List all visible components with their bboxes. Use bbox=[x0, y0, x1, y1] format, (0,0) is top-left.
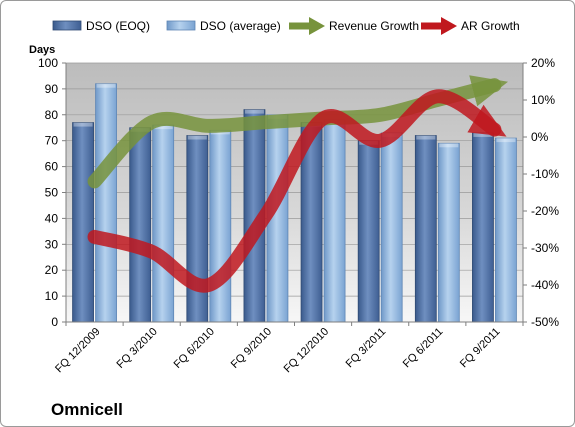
y-tick-label: 60 bbox=[45, 160, 59, 174]
legend-revenue-growth: Revenue Growth bbox=[289, 17, 419, 35]
bar-top-highlight bbox=[416, 135, 436, 140]
legend: DSO (EOQ) DSO (average) Revenue Growth AR G… bbox=[52, 17, 520, 35]
y-tick-label: 30 bbox=[45, 237, 59, 251]
y2-tick-label: -50% bbox=[531, 315, 559, 329]
bar-dso-eoq bbox=[129, 127, 152, 323]
x-tick-label: FQ 6/2011 bbox=[401, 326, 446, 371]
legend-dso-average: DSO (average) bbox=[166, 19, 281, 33]
x-tick-label: FQ 9/2011 bbox=[458, 326, 503, 371]
bar-top-highlight bbox=[153, 125, 173, 130]
y-tick-label: 90 bbox=[45, 82, 59, 96]
bar-dso-average bbox=[95, 83, 117, 323]
bar-dso-eoq bbox=[72, 122, 94, 323]
bar-dso-eoq bbox=[472, 132, 494, 323]
growth-lines bbox=[87, 75, 508, 293]
bar-dso-eoq bbox=[186, 135, 209, 323]
y2-tick-label: 20% bbox=[531, 56, 555, 70]
x-tick-label: FQ 9/2010 bbox=[229, 326, 274, 371]
right-axis-ticks: -50% -40% -30% -20% -10% 0% 10% 20% bbox=[531, 56, 559, 329]
bar-top-highlight bbox=[96, 83, 116, 88]
legend-dso-eoq: DSO (EOQ) bbox=[52, 19, 150, 33]
bar-top-highlight bbox=[496, 138, 516, 143]
y2-tick-label: -20% bbox=[531, 204, 559, 218]
bar-dso-average bbox=[209, 129, 232, 323]
y-tick-label: 0 bbox=[51, 315, 58, 329]
legend-label: DSO (EOQ) bbox=[86, 19, 150, 33]
bar-dso-average bbox=[495, 137, 517, 323]
y2-tick-label: 10% bbox=[531, 93, 555, 107]
x-tick-label: FQ 3/2011 bbox=[344, 326, 389, 371]
left-axis-ticks: 0 10 20 30 40 50 60 70 80 90 100 bbox=[38, 56, 58, 329]
y-tick-label: 80 bbox=[45, 108, 59, 122]
y-tick-label: 10 bbox=[45, 289, 59, 303]
legend-label: Revenue Growth bbox=[329, 19, 419, 33]
y2-tick-label: -10% bbox=[531, 167, 559, 181]
y-tick-label: 50 bbox=[45, 186, 59, 200]
y2-tick-label: -40% bbox=[531, 278, 559, 292]
bar-dso-average bbox=[152, 124, 175, 323]
bar-top-highlight bbox=[73, 122, 93, 127]
y-tick-label: 70 bbox=[45, 134, 59, 148]
company-name: Omnicell bbox=[51, 400, 123, 419]
bar-dso-average bbox=[323, 119, 346, 323]
legend-swatch bbox=[52, 20, 82, 31]
bar-dso-eoq bbox=[357, 140, 380, 323]
x-tick-label: FQ 6/2010 bbox=[172, 326, 217, 371]
bar-top-highlight bbox=[244, 109, 264, 114]
bar-dso-eoq bbox=[414, 135, 437, 323]
x-tick-label: FQ 3/2010 bbox=[115, 326, 160, 371]
axes bbox=[62, 62, 527, 326]
legend-label: DSO (average) bbox=[200, 19, 281, 33]
legend-swatch bbox=[166, 20, 196, 31]
bar-top-highlight bbox=[439, 143, 459, 148]
x-tick-label: FQ 12/2010 bbox=[282, 326, 332, 376]
y-tick-label: 100 bbox=[38, 56, 58, 70]
y2-tick-label: 0% bbox=[531, 130, 549, 144]
bar-dso-average bbox=[380, 132, 403, 323]
y-tick-label: 20 bbox=[45, 263, 59, 277]
bar-dso-average bbox=[437, 142, 460, 323]
bar-top-highlight bbox=[187, 135, 207, 140]
legend-ar-growth: AR Growth bbox=[421, 17, 520, 35]
x-tick-label: FQ 12/2009 bbox=[53, 326, 103, 376]
x-axis-ticks: FQ 12/2009 FQ 3/2010 FQ 6/2010 FQ 9/2010 FQ … bbox=[53, 326, 502, 376]
y2-tick-label: -30% bbox=[531, 241, 559, 255]
legend-arrowhead bbox=[309, 17, 325, 35]
legend-arrowhead bbox=[441, 17, 457, 35]
ar-growth-line bbox=[87, 89, 507, 293]
y-axis-label: Days bbox=[29, 44, 55, 56]
legend-label: AR Growth bbox=[461, 19, 520, 33]
y-tick-label: 40 bbox=[45, 211, 59, 225]
